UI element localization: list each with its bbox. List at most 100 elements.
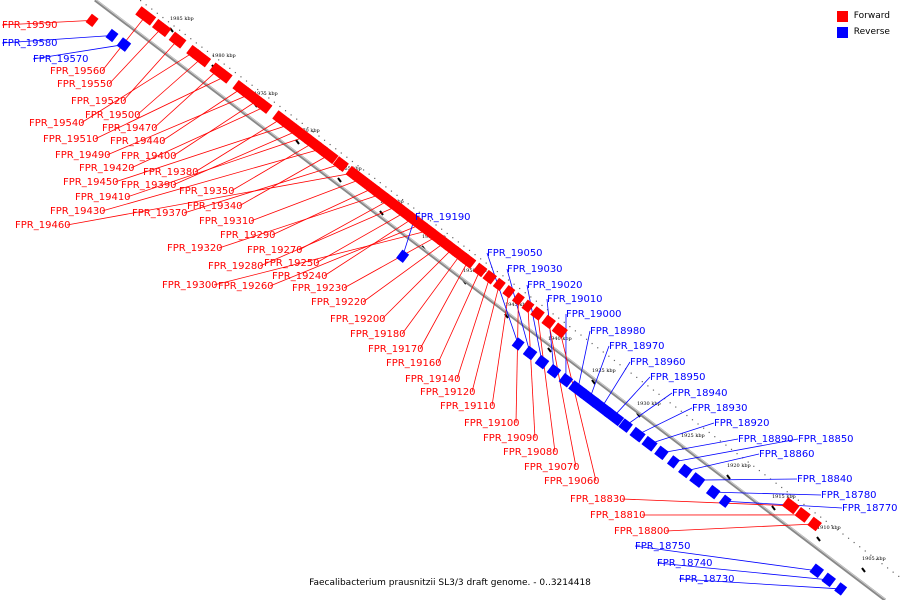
gene-glyph[interactable] [135, 6, 157, 26]
gene-label[interactable]: FPR_19560 [50, 66, 106, 77]
gene-glyph[interactable] [689, 472, 706, 489]
gene-label[interactable]: FPR_19230 [292, 283, 348, 294]
gene-glyph[interactable] [718, 494, 732, 508]
gene-label[interactable]: FPR_19280 [208, 261, 264, 272]
gene-glyph[interactable] [603, 406, 625, 427]
gene-glyph[interactable] [794, 506, 811, 523]
gene-label[interactable]: FPR_19450 [63, 177, 119, 188]
gene-label[interactable]: FPR_18750 [635, 541, 691, 552]
gene-label[interactable]: FPR_19220 [311, 297, 367, 308]
gene-glyph[interactable] [168, 31, 187, 49]
gene-glyph[interactable] [705, 484, 721, 500]
gene-label[interactable]: FPR_19300 [162, 280, 218, 291]
gene-glyph[interactable] [654, 445, 669, 461]
gene-glyph[interactable] [396, 249, 410, 264]
gene-label[interactable]: FPR_19070 [524, 462, 580, 473]
gene-label[interactable]: FPR_19390 [121, 180, 177, 191]
gene-label[interactable]: FPR_19010 [547, 294, 603, 305]
gene-glyph[interactable] [217, 69, 233, 84]
gene-label[interactable]: FPR_18850 [798, 434, 854, 445]
gene-glyph[interactable] [85, 13, 99, 28]
gene-glyph[interactable] [502, 284, 516, 299]
gene-label[interactable]: FPR_19430 [50, 206, 106, 217]
gene-glyph[interactable] [641, 435, 658, 452]
gene-label[interactable]: FPR_19310 [199, 216, 255, 227]
gene-label[interactable]: FPR_19500 [85, 110, 141, 121]
gene-label[interactable]: FPR_18950 [650, 372, 706, 383]
gene-label[interactable]: FPR_19420 [79, 163, 135, 174]
gene-label[interactable]: FPR_19170 [368, 344, 424, 355]
gene-label[interactable]: FPR_19270 [247, 245, 303, 256]
gene-label[interactable]: FPR_19590 [2, 20, 58, 31]
gene-label[interactable]: FPR_18830 [570, 494, 626, 505]
gene-label[interactable]: FPR_18730 [679, 574, 735, 585]
gene-label[interactable]: FPR_19200 [330, 314, 386, 325]
gene-glyph[interactable] [809, 563, 825, 579]
gene-label[interactable]: FPR_19000 [566, 309, 622, 320]
gene-label[interactable]: FPR_19060 [544, 476, 600, 487]
gene-label[interactable]: FPR_19490 [55, 150, 111, 161]
gene-label[interactable]: FPR_19180 [350, 329, 406, 340]
gene-label[interactable]: FPR_18860 [759, 449, 815, 460]
gene-glyph[interactable] [629, 426, 646, 443]
gene-glyph[interactable] [151, 18, 172, 38]
gene-label[interactable]: FPR_19440 [110, 136, 166, 147]
gene-glyph[interactable] [618, 418, 633, 433]
gene-glyph[interactable] [558, 372, 574, 388]
gene-glyph[interactable] [678, 463, 693, 479]
gene-label[interactable]: FPR_19020 [527, 280, 583, 291]
gene-glyph[interactable] [551, 322, 568, 339]
gene-glyph[interactable] [472, 262, 488, 278]
gene-label[interactable]: FPR_18970 [609, 341, 665, 352]
gene-label[interactable]: FPR_18930 [692, 403, 748, 414]
gene-label[interactable]: FPR_19380 [143, 167, 199, 178]
gene-label[interactable]: FPR_19520 [71, 96, 127, 107]
gene-glyph[interactable] [521, 299, 535, 313]
gene-glyph[interactable] [522, 345, 538, 361]
gene-glyph[interactable] [541, 314, 557, 330]
gene-label[interactable]: FPR_19580 [2, 38, 58, 49]
gene-label[interactable]: FPR_19400 [121, 151, 177, 162]
gene-label[interactable]: FPR_19140 [405, 374, 461, 385]
gene-label[interactable]: FPR_19100 [464, 418, 520, 429]
gene-glyph[interactable] [781, 497, 800, 515]
gene-label[interactable]: FPR_18960 [630, 357, 686, 368]
gene-glyph[interactable] [511, 292, 525, 306]
gene-glyph[interactable] [186, 44, 201, 60]
gene-glyph[interactable] [530, 306, 545, 321]
gene-label[interactable]: FPR_19540 [29, 118, 85, 129]
gene-label[interactable]: FPR_19350 [179, 186, 235, 197]
gene-label[interactable]: FPR_19570 [33, 54, 89, 65]
gene-label[interactable]: FPR_19320 [167, 243, 223, 254]
gene-glyph[interactable] [332, 156, 349, 173]
gene-glyph[interactable] [460, 252, 477, 269]
gene-glyph[interactable] [666, 455, 680, 469]
gene-glyph[interactable] [482, 269, 498, 285]
gene-label[interactable]: FPR_18920 [714, 418, 770, 429]
gene-glyph[interactable] [821, 572, 837, 588]
gene-glyph[interactable] [534, 354, 550, 370]
gene-label[interactable]: FPR_18890 [738, 434, 794, 445]
gene-glyph[interactable] [319, 145, 339, 165]
gene-label[interactable]: FPR_19250 [264, 258, 320, 269]
gene-label[interactable]: FPR_19550 [57, 79, 113, 90]
gene-label[interactable]: FPR_19050 [487, 248, 543, 259]
gene-glyph[interactable] [105, 28, 119, 43]
gene-label[interactable]: FPR_19370 [132, 208, 188, 219]
gene-label[interactable]: FPR_19510 [43, 134, 99, 145]
gene-label[interactable]: FPR_19460 [15, 220, 71, 231]
gene-label[interactable]: FPR_19240 [272, 271, 328, 282]
gene-glyph[interactable] [257, 99, 273, 114]
gene-label[interactable]: FPR_18770 [842, 503, 898, 514]
gene-label[interactable]: FPR_19260 [218, 281, 274, 292]
gene-label[interactable]: FPR_19030 [507, 264, 563, 275]
gene-glyph[interactable] [492, 277, 506, 292]
gene-label[interactable]: FPR_19090 [483, 433, 539, 444]
gene-label[interactable]: FPR_19160 [386, 358, 442, 369]
gene-glyph[interactable] [546, 363, 562, 379]
gene-label[interactable]: FPR_19340 [187, 201, 243, 212]
gene-glyph[interactable] [116, 37, 132, 52]
gene-label[interactable]: FPR_18980 [590, 326, 646, 337]
gene-label[interactable]: FPR_18840 [797, 474, 853, 485]
gene-label[interactable]: FPR_18740 [657, 558, 713, 569]
